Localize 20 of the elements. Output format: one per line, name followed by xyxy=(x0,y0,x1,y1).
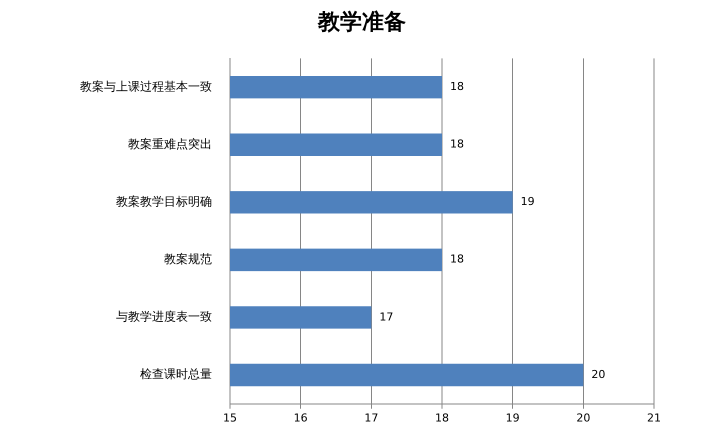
y-tick-label: 与教学进度表一致 xyxy=(116,310,212,324)
y-tick-label: 检查课时总量 xyxy=(140,367,212,382)
data-label: 19 xyxy=(520,195,535,208)
chart-title: 教学准备 xyxy=(317,10,406,35)
data-label: 18 xyxy=(450,252,464,266)
x-tick-label: 17 xyxy=(364,411,378,424)
data-label: 17 xyxy=(379,310,394,324)
data-label: 18 xyxy=(450,80,464,94)
x-tick-label: 16 xyxy=(294,411,308,424)
y-tick-label: 教案教学目标明确 xyxy=(116,194,212,208)
y-tick-label: 教案与上课过程基本一致 xyxy=(80,79,212,94)
data-label: 20 xyxy=(591,368,606,381)
x-tick-label: 18 xyxy=(435,411,449,424)
x-tick-label: 21 xyxy=(647,411,661,424)
x-tick-label: 20 xyxy=(576,411,590,424)
x-tick-label: 19 xyxy=(506,411,520,424)
y-tick-label: 教案规范 xyxy=(164,252,212,266)
data-label: 18 xyxy=(450,138,464,151)
x-tick-label: 15 xyxy=(223,411,237,424)
y-tick-label: 教案重难点突出 xyxy=(128,136,212,151)
